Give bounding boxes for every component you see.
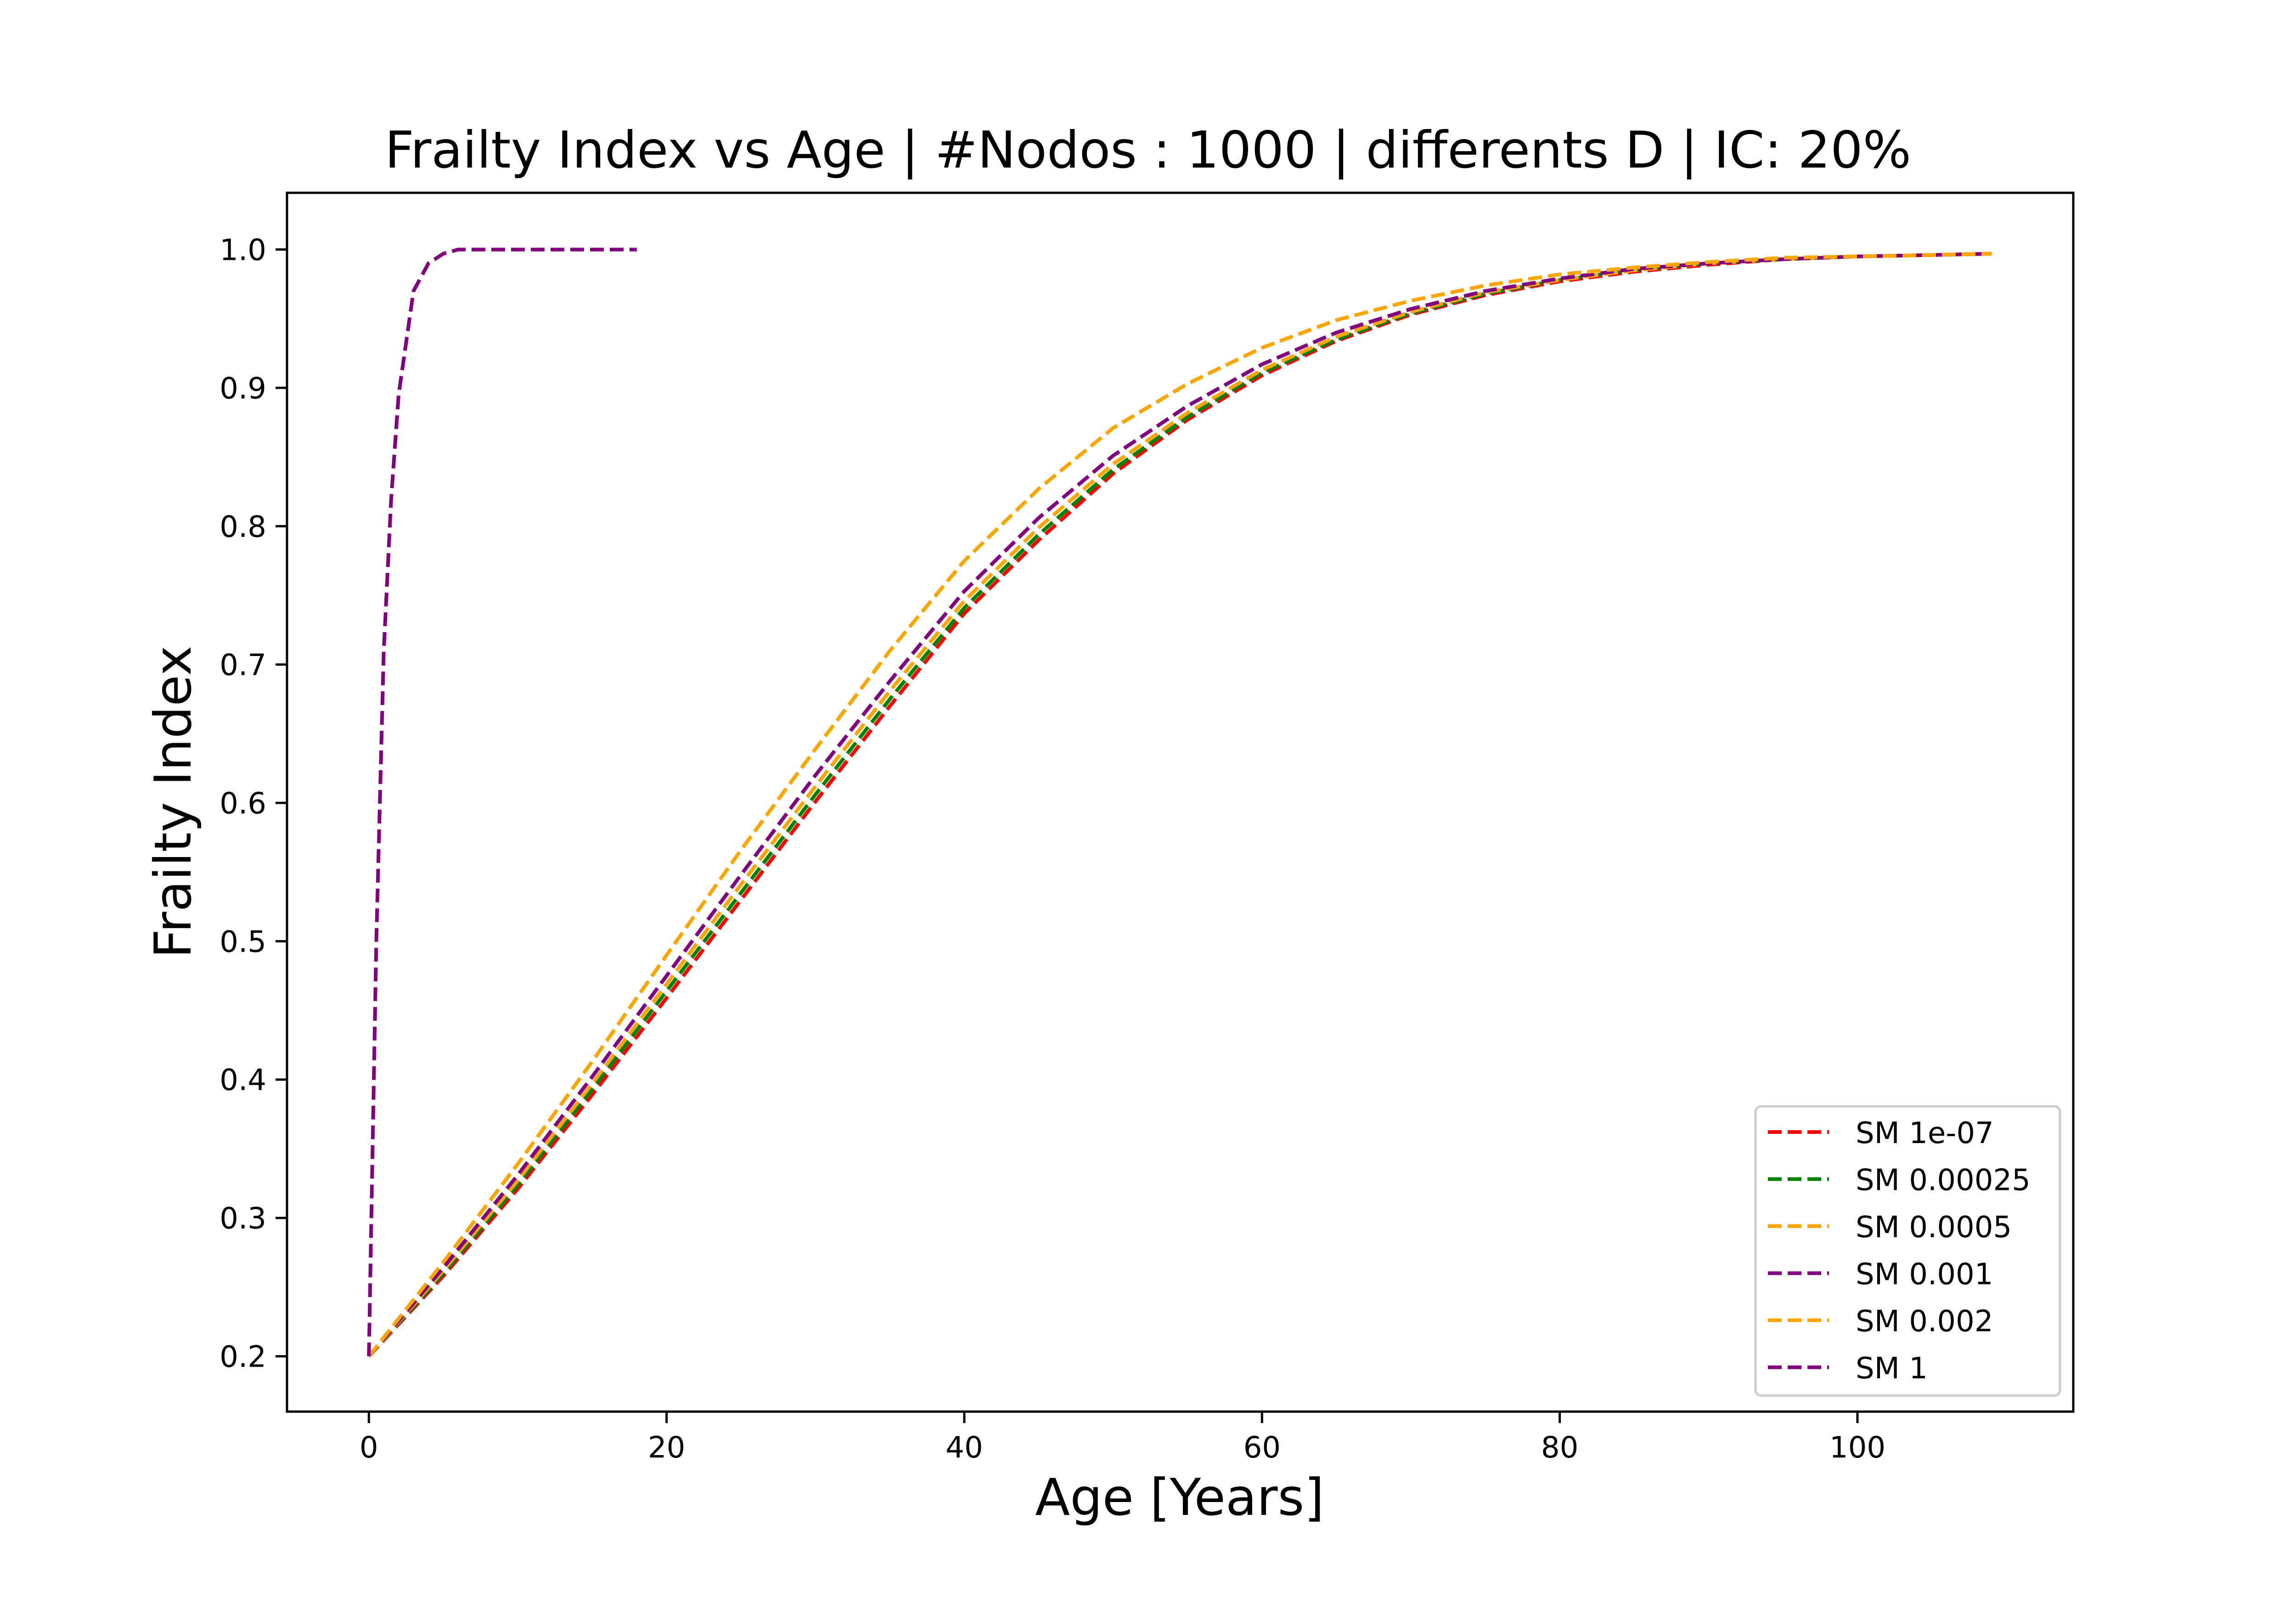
legend-label: SM 0.001 [1856, 1258, 1993, 1292]
y-tick-label: 1.0 [219, 234, 266, 268]
legend-box [1754, 1105, 2061, 1397]
y-tick-label: 0.6 [219, 787, 266, 821]
y-tick-label: 0.8 [219, 510, 266, 544]
y-tick-label: 0.5 [219, 925, 266, 959]
x-tick-label: 40 [945, 1431, 983, 1465]
y-tick-label: 0.2 [219, 1340, 266, 1374]
x-tick-label: 60 [1244, 1431, 1281, 1465]
chart-title: Frailty Index vs Age | #Nodos : 1000 | d… [385, 121, 1911, 180]
x-tick-label: 80 [1541, 1431, 1578, 1465]
x-axis-label: Age [Years] [1035, 1468, 1324, 1527]
legend-label: SM 1e-07 [1856, 1116, 1994, 1150]
x-tick-label: 20 [648, 1431, 685, 1465]
series-line-6 [367, 247, 637, 1357]
x-tick-label: 100 [1829, 1431, 1885, 1465]
axes-layer: 0 20 40 60 80 100 0.2 0.3 0.4 0.5 0.6 0.7 0.8 0.9 1.0 [219, 191, 2075, 1465]
plot-layer [367, 247, 1992, 1358]
y-tick-label: 0.7 [219, 649, 266, 683]
y-axis-label: Frailty Index [144, 645, 203, 958]
legend: SM 1e-07 SM 0.00025 SM 0.0005 SM 0.001 SM 0.… [1754, 1105, 2061, 1397]
series-line-4 [367, 252, 1992, 1358]
x-tick-label: 0 [360, 1431, 378, 1465]
legend-label: SM 0.0005 [1856, 1211, 2012, 1245]
series-line-5 [367, 252, 1992, 1357]
y-tick-label: 0.4 [219, 1064, 266, 1098]
legend-label: SM 1 [1856, 1352, 1928, 1386]
legend-label: SM 0.00025 [1856, 1164, 2031, 1198]
legend-label: SM 0.002 [1856, 1305, 1993, 1339]
y-tick-label: 0.9 [219, 372, 266, 406]
y-tick-label: 0.3 [219, 1202, 266, 1236]
